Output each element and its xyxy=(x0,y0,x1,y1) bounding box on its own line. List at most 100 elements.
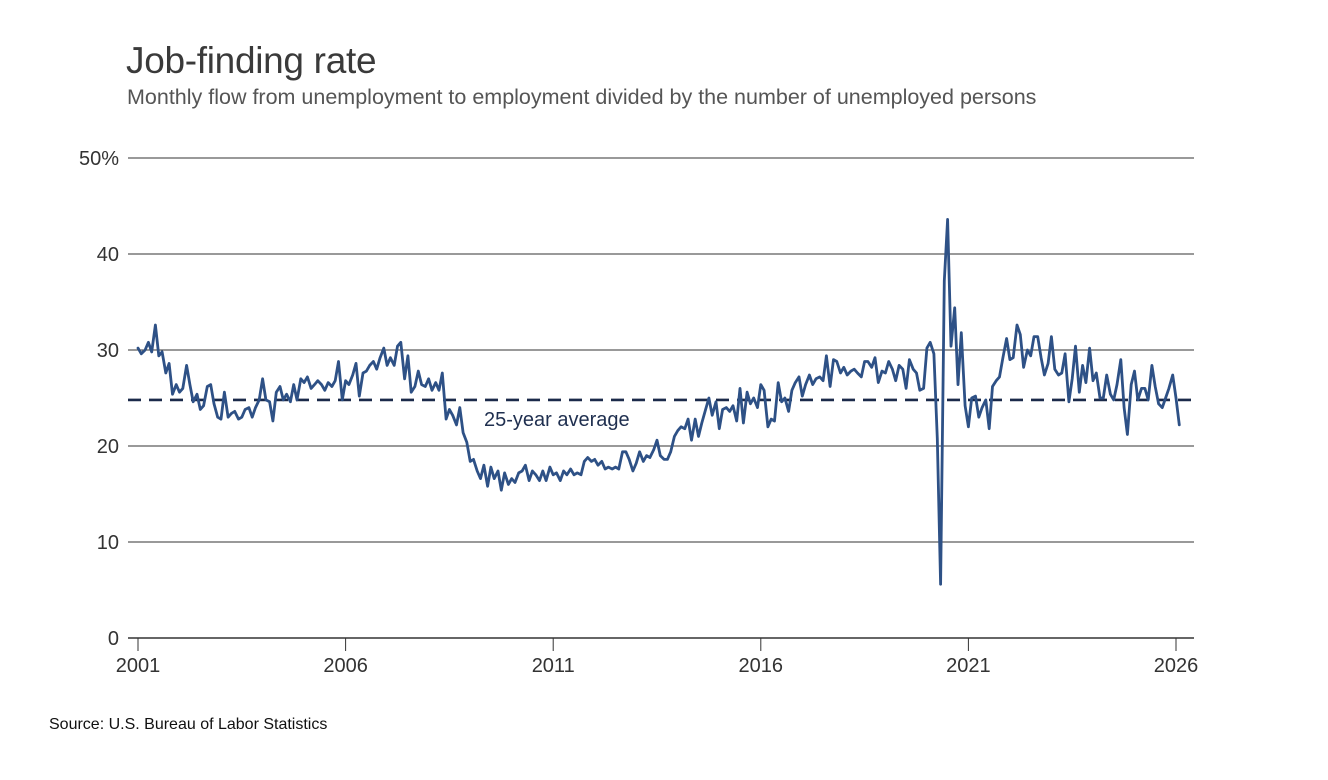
data-point xyxy=(874,356,876,359)
data-point xyxy=(749,403,752,405)
data-point xyxy=(150,351,153,353)
data-point xyxy=(431,389,433,392)
data-point xyxy=(165,372,167,374)
data-point xyxy=(659,454,662,457)
data-point xyxy=(822,379,824,382)
data-point xyxy=(784,397,786,399)
data-point xyxy=(998,376,1001,378)
data-point xyxy=(535,474,537,476)
data-point xyxy=(846,374,848,376)
data-point xyxy=(144,349,146,351)
data-point xyxy=(701,422,703,424)
data-point xyxy=(601,460,603,463)
data-point xyxy=(946,218,949,221)
data-point xyxy=(894,379,897,382)
data-point xyxy=(171,393,174,396)
data-point xyxy=(1147,399,1149,401)
data-point xyxy=(708,397,710,399)
data-point xyxy=(711,414,713,417)
data-point xyxy=(209,383,212,386)
data-point xyxy=(251,416,253,419)
data-point xyxy=(562,470,565,472)
data-point xyxy=(991,385,994,388)
data-point xyxy=(351,374,354,376)
data-point xyxy=(684,427,686,430)
data-point xyxy=(192,401,194,403)
data-point xyxy=(1026,349,1029,351)
data-point xyxy=(1047,362,1049,365)
data-point xyxy=(213,403,215,405)
data-point xyxy=(1164,397,1167,399)
data-point xyxy=(628,458,630,461)
data-point xyxy=(1099,397,1101,399)
data-point xyxy=(690,439,693,442)
y-tick-label-10: 10 xyxy=(97,532,119,554)
data-point xyxy=(663,458,665,461)
data-point xyxy=(237,418,240,420)
data-point xyxy=(168,362,170,365)
data-point xyxy=(289,401,292,403)
data-point xyxy=(694,418,696,420)
data-point xyxy=(410,391,413,394)
data-point xyxy=(898,364,900,367)
data-point xyxy=(244,408,246,411)
data-point xyxy=(957,383,959,386)
data-point xyxy=(1002,356,1004,359)
data-point xyxy=(372,360,375,363)
data-point xyxy=(469,460,472,463)
data-point xyxy=(625,451,627,453)
data-point xyxy=(576,472,579,474)
data-point xyxy=(635,462,637,465)
data-point xyxy=(618,468,620,470)
data-point xyxy=(902,368,904,371)
data-point xyxy=(417,370,420,372)
data-point xyxy=(995,379,997,382)
x-axis: 2001 2006 2011 2016 2021 2026 xyxy=(116,638,1198,677)
data-point xyxy=(853,368,855,371)
data-point xyxy=(867,360,869,363)
data-point xyxy=(175,383,177,386)
data-point xyxy=(939,583,942,585)
data-point xyxy=(763,389,765,392)
data-point xyxy=(476,470,479,472)
data-point xyxy=(825,355,828,357)
data-point xyxy=(528,479,530,482)
data-point xyxy=(189,383,191,386)
data-point xyxy=(493,477,496,480)
data-point xyxy=(1116,383,1118,386)
data-point xyxy=(559,479,562,482)
data-point xyxy=(794,381,797,384)
data-point xyxy=(459,406,461,409)
data-point xyxy=(1009,358,1011,361)
data-point xyxy=(1068,401,1070,403)
data-point xyxy=(985,399,987,401)
data-point xyxy=(358,395,361,397)
data-point xyxy=(396,345,399,348)
data-point xyxy=(1157,403,1160,405)
data-point xyxy=(850,370,852,372)
data-point xyxy=(777,381,779,384)
data-point xyxy=(317,379,319,382)
data-point xyxy=(860,376,863,378)
data-point xyxy=(687,418,689,420)
data-point xyxy=(943,280,946,282)
data-point xyxy=(791,389,793,392)
data-point xyxy=(524,464,527,467)
data-point xyxy=(746,391,748,394)
data-point xyxy=(697,435,700,438)
data-point xyxy=(348,383,350,386)
data-point xyxy=(368,364,371,367)
data-point xyxy=(1161,406,1164,409)
data-point xyxy=(334,379,337,382)
data-point xyxy=(953,307,956,309)
data-point xyxy=(1095,372,1098,374)
data-point xyxy=(988,427,990,430)
data-point xyxy=(147,341,150,344)
y-tick-label-40: 40 xyxy=(97,244,119,266)
data-point xyxy=(451,414,454,417)
data-point xyxy=(915,372,918,374)
data-point xyxy=(1019,333,1022,336)
data-point xyxy=(320,383,323,386)
data-point xyxy=(497,470,499,472)
data-point xyxy=(974,395,977,397)
